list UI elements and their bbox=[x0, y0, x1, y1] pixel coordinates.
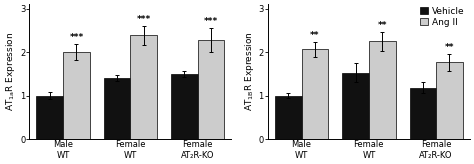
Bar bbox=[36, 96, 63, 139]
Bar bbox=[410, 88, 436, 139]
Y-axis label: $\mathregular{AT_{1a}R}$ Expression: $\mathregular{AT_{1a}R}$ Expression bbox=[4, 32, 17, 111]
Text: **: ** bbox=[310, 31, 319, 40]
Legend: Vehicle, Ang II: Vehicle, Ang II bbox=[419, 6, 465, 28]
Bar bbox=[130, 35, 157, 139]
Text: **: ** bbox=[377, 21, 387, 30]
Bar bbox=[63, 52, 90, 139]
Bar bbox=[301, 49, 328, 139]
Bar bbox=[342, 73, 369, 139]
Text: ***: *** bbox=[204, 17, 218, 26]
Bar bbox=[369, 41, 395, 139]
Bar bbox=[198, 40, 224, 139]
Bar bbox=[104, 78, 130, 139]
Text: ***: *** bbox=[137, 15, 151, 24]
Text: ***: *** bbox=[69, 33, 83, 42]
Bar bbox=[171, 74, 198, 139]
Y-axis label: $\mathregular{AT_{1B}R}$ Expression: $\mathregular{AT_{1B}R}$ Expression bbox=[243, 32, 255, 112]
Bar bbox=[436, 62, 463, 139]
Text: **: ** bbox=[445, 43, 454, 52]
Bar bbox=[275, 96, 301, 139]
